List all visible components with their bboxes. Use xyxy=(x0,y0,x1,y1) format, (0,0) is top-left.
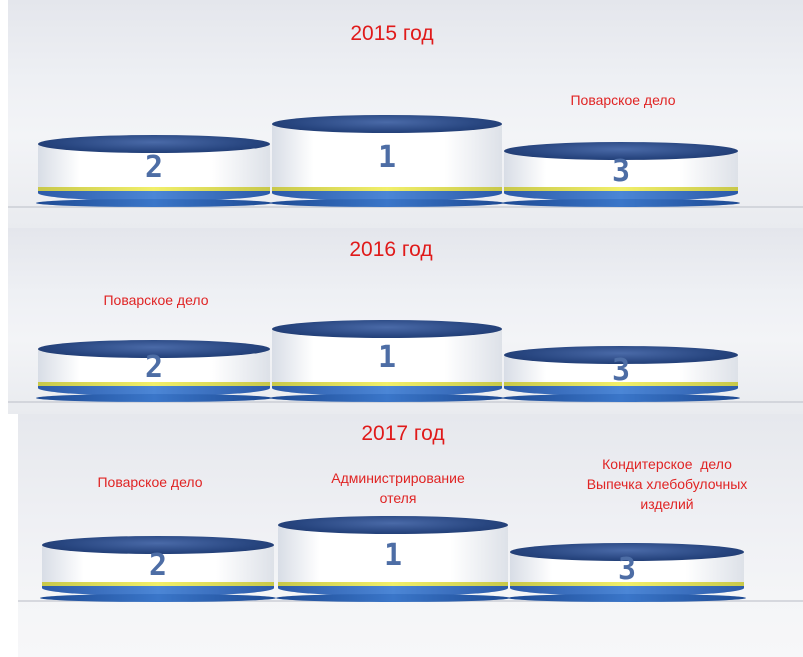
podium-second: 2 xyxy=(36,135,272,207)
podium-first: 1 xyxy=(276,516,510,602)
podium-second: 2 xyxy=(36,340,272,402)
place-number-1: 1 xyxy=(377,340,397,375)
place-number-1: 1 xyxy=(383,538,403,573)
podium-second: 2 xyxy=(40,536,276,602)
place-number-3: 3 xyxy=(617,551,637,587)
podium-panel-2016: 2016 год Поварское дело 2 1 3 xyxy=(8,228,803,414)
third-place-caption: Кондитерское дело Выпечка хлебобулочных … xyxy=(586,456,748,512)
podium-third: 3 xyxy=(502,346,740,402)
place-number-2: 2 xyxy=(148,548,168,583)
second-place-caption: Поварское дело xyxy=(103,292,209,308)
third-place-caption: Поварское дело xyxy=(570,92,676,108)
podium-third: 3 xyxy=(502,142,740,207)
floor-line xyxy=(8,401,803,403)
place-number-2: 2 xyxy=(144,150,164,185)
place-number-3: 3 xyxy=(611,153,631,189)
place-number-3: 3 xyxy=(611,353,631,388)
place-number-2: 2 xyxy=(144,350,164,385)
year-title: 2017 год xyxy=(361,422,445,445)
first-place-caption: Администрирование отеля xyxy=(331,470,465,506)
second-place-caption: Поварское дело xyxy=(97,474,203,490)
floor-line xyxy=(8,206,803,208)
podium-first: 1 xyxy=(270,320,504,402)
year-title: 2016 год xyxy=(349,238,433,261)
podium-third: 3 xyxy=(508,543,746,602)
podium-panel-2015: 2015 год Поварское дело 2 1 3 xyxy=(8,0,803,228)
year-title: 2015 год xyxy=(350,22,434,45)
podium-first: 1 xyxy=(270,115,504,207)
podium-panel-2017: 2017 год Поварское дело Администрировани… xyxy=(18,414,803,657)
place-number-1: 1 xyxy=(377,140,397,175)
